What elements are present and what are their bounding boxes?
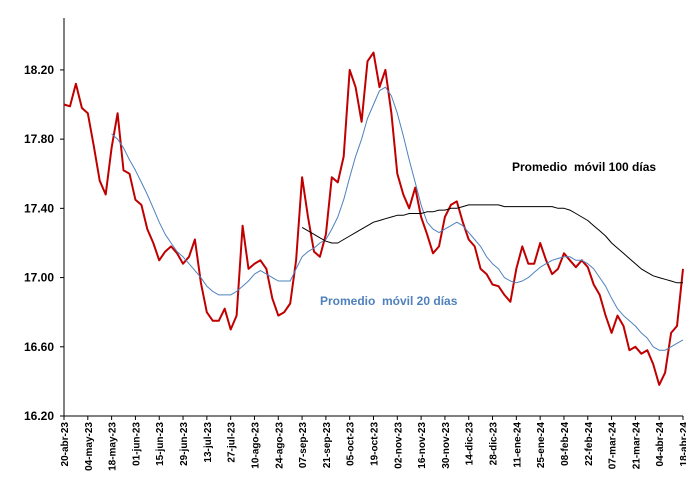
x-tick-label: 29-jun-23: [179, 422, 190, 466]
x-tick-label: 07-sep-23: [298, 422, 309, 469]
x-tick-label: 14-dic-23: [465, 422, 476, 466]
series-line: [301, 204, 683, 284]
x-tick-label: 15-jun-23: [155, 422, 166, 466]
x-tick-label: 24-ago-23: [274, 422, 285, 469]
x-tick-label: 21-sep-23: [322, 422, 333, 469]
series-line: [63, 51, 684, 386]
y-tick-label: 16.60: [24, 340, 54, 354]
series-label: Promedio móvil 100 días: [512, 160, 656, 174]
x-tick-label: 02-nov-23: [393, 422, 404, 469]
x-tick-label: 28-dic-23: [489, 422, 500, 466]
x-tick-label: 19-oct-23: [370, 422, 381, 466]
y-tick-label: 17.80: [24, 132, 54, 146]
x-tick-label: 25-ene-24: [536, 422, 547, 469]
x-tick-label: 18-may-23: [108, 422, 119, 471]
x-tick-label: 21-mar-24: [631, 422, 642, 470]
y-tick-label: 17.40: [24, 201, 54, 215]
x-tick-label: 20-abr-23: [60, 422, 71, 467]
x-tick-label: 30-nov-23: [441, 422, 452, 469]
series-line: [111, 86, 684, 351]
x-tick-label: 07-mar-24: [608, 422, 619, 470]
x-tick-label: 16-nov-23: [417, 422, 428, 469]
x-tick-label: 22-feb-24: [584, 422, 595, 466]
x-tick-label: 04-abr-24: [655, 422, 666, 467]
x-tick-label: 13-jul-23: [203, 422, 214, 463]
series-label: Promedio móvil 20 días: [320, 294, 458, 308]
x-tick-label: 05-oct-23: [346, 422, 357, 466]
x-tick-label: 08-feb-24: [560, 422, 571, 466]
x-tick-label: 11-ene-24: [512, 422, 523, 468]
y-tick-label: 17.00: [24, 271, 54, 285]
y-tick-label: 16.20: [24, 409, 54, 423]
x-tick-label: 27-jul-23: [227, 422, 238, 463]
x-tick-label: 04-may-23: [84, 422, 95, 471]
x-tick-label: 01-jun-23: [131, 422, 142, 466]
y-tick-label: 18.20: [24, 63, 54, 77]
x-tick-label: 18-abr-24: [679, 422, 686, 467]
x-tick-label: 10-ago-23: [250, 422, 261, 469]
